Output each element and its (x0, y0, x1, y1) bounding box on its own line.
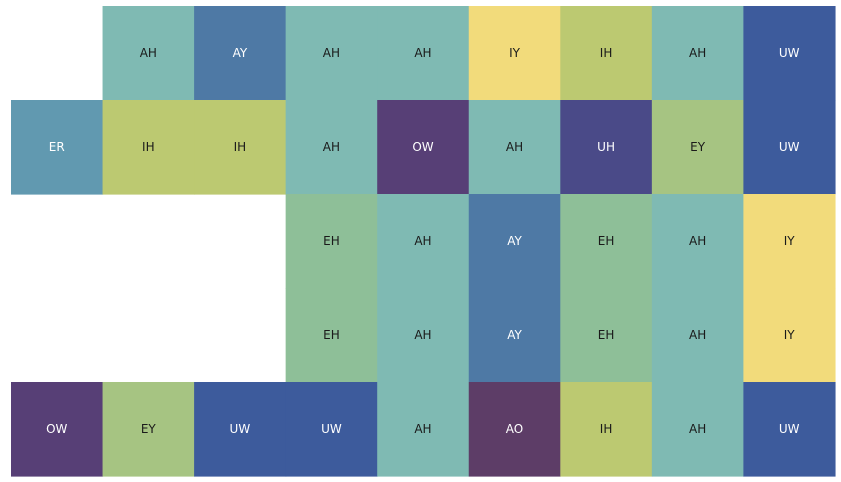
heatmap-cell-r4-c3 (285, 382, 378, 477)
heatmap-cell-label-r0-c4: AH (414, 46, 431, 60)
heatmap-cell-label-r4-c3: UW (321, 422, 342, 436)
heatmap-cell-label-r0-c2: AY (233, 46, 248, 60)
heatmap-cell-r4-c2 (194, 382, 287, 477)
heatmap-cell-label-r4-c6: IH (600, 422, 613, 436)
heatmap-cell-r2-c7 (651, 194, 744, 289)
heatmap-cell-r1-c5 (468, 100, 561, 195)
heatmap-cell-r1-c6 (560, 100, 653, 195)
heatmap-cell-label-r1-c0: ER (49, 140, 65, 154)
heatmap-cell-r1-c8 (743, 100, 836, 195)
heatmap-cell-label-r0-c5: IY (509, 46, 521, 60)
heatmap-cell-r3-c3 (285, 288, 378, 383)
heatmap-cell-r3-c8 (743, 288, 836, 383)
heatmap-cell-r3-c7 (651, 288, 744, 383)
heatmap-cell-r0-c8 (743, 6, 836, 101)
heatmap-cell-label-r2-c4: AH (414, 234, 431, 248)
heatmap-cell-r0-c2 (194, 6, 287, 101)
heatmap-cell-label-r1-c6: UH (597, 140, 615, 154)
heatmap-cell-label-r2-c3: EH (323, 234, 340, 248)
heatmap-cell-r4-c6 (560, 382, 653, 477)
heatmap-cell-label-r4-c4: AH (414, 422, 431, 436)
heatmap-cell-label-r1-c3: AH (323, 140, 340, 154)
heatmap-cell-label-r3-c7: AH (689, 328, 706, 342)
heatmap-cell-label-r2-c7: AH (689, 234, 706, 248)
heatmap-cell-r4-c7 (651, 382, 744, 477)
heatmap-cell-r2-c5 (468, 194, 561, 289)
heatmap-cell-r1-c2 (194, 100, 287, 195)
heatmap-cell-r4-c4 (377, 382, 470, 477)
heatmap-cell-r0-c1 (102, 6, 195, 101)
heatmap-cell-r1-c0 (11, 100, 104, 195)
heatmap-cell-r4-c8 (743, 382, 836, 477)
heatmap-labels: AH AY AH AH IY IH AH UW ER IH IH AH OW AH UH EY UW EH AH AY… (46, 46, 800, 436)
heatmap-cell-r1-c4 (377, 100, 470, 195)
heatmap-cell-label-r4-c7: AH (689, 422, 706, 436)
heatmap-cell-r3-c5 (468, 288, 561, 383)
heatmap-cell-label-r0-c6: IH (600, 46, 613, 60)
heatmap-cell-r1-c3 (285, 100, 378, 195)
heatmap-cell-label-r2-c8: IY (784, 234, 796, 248)
heatmap-cell-label-r4-c5: AO (506, 422, 523, 436)
heatmap-cell-label-r1-c2: IH (234, 140, 247, 154)
heatmap-cell-label-r3-c5: AY (507, 328, 522, 342)
heatmap-cell-label-r4-c8: UW (779, 422, 800, 436)
heatmap-cell-label-r1-c4: OW (412, 140, 433, 154)
heatmap-cell-r2-c8 (743, 194, 836, 289)
heatmap-cell-label-r3-c8: IY (784, 328, 796, 342)
heatmap-cells (11, 6, 836, 477)
heatmap-cell-label-r0-c8: UW (779, 46, 800, 60)
heatmap-cell-r0-c3 (285, 6, 378, 101)
heatmap-cell-r2-c6 (560, 194, 653, 289)
heatmap-cell-label-r4-c2: UW (230, 422, 251, 436)
heatmap-cell-r0-c7 (651, 6, 744, 101)
heatmap-cell-r2-c4 (377, 194, 470, 289)
heatmap-cell-r4-c1 (102, 382, 195, 477)
heatmap-cell-label-r0-c7: AH (689, 46, 706, 60)
heatmap-cell-r4-c5 (468, 382, 561, 477)
heatmap-cell-r0-c4 (377, 6, 470, 101)
heatmap-cell-label-r0-c3: AH (323, 46, 340, 60)
heatmap-cell-r4-c0 (11, 382, 104, 477)
heatmap-cell-label-r4-c1: EY (141, 422, 157, 436)
heatmap-cell-label-r1-c5: AH (506, 140, 523, 154)
heatmap-cell-r0-c5 (468, 6, 561, 101)
heatmap-cell-label-r3-c6: EH (598, 328, 615, 342)
heatmap-cell-label-r2-c5: AY (507, 234, 522, 248)
heatmap-cell-label-r1-c7: EY (690, 140, 706, 154)
heatmap-cell-label-r3-c3: EH (323, 328, 340, 342)
heatmap-cell-r2-c3 (285, 194, 378, 289)
heatmap-cell-label-r3-c4: AH (414, 328, 431, 342)
heatmap-cell-r0-c6 (560, 6, 653, 101)
heatmap-cell-r3-c6 (560, 288, 653, 383)
heatmap-cell-r1-c1 (102, 100, 195, 195)
heatmap-cell-label-r0-c1: AH (140, 46, 157, 60)
heatmap-cell-r3-c4 (377, 288, 470, 383)
heatmap-cell-label-r2-c6: EH (598, 234, 615, 248)
heatmap-cell-label-r1-c8: UW (779, 140, 800, 154)
heatmap-cell-label-r1-c1: IH (142, 140, 155, 154)
heatmap-cell-r1-c7 (651, 100, 744, 195)
heatmap-cell-label-r4-c0: OW (46, 422, 67, 436)
